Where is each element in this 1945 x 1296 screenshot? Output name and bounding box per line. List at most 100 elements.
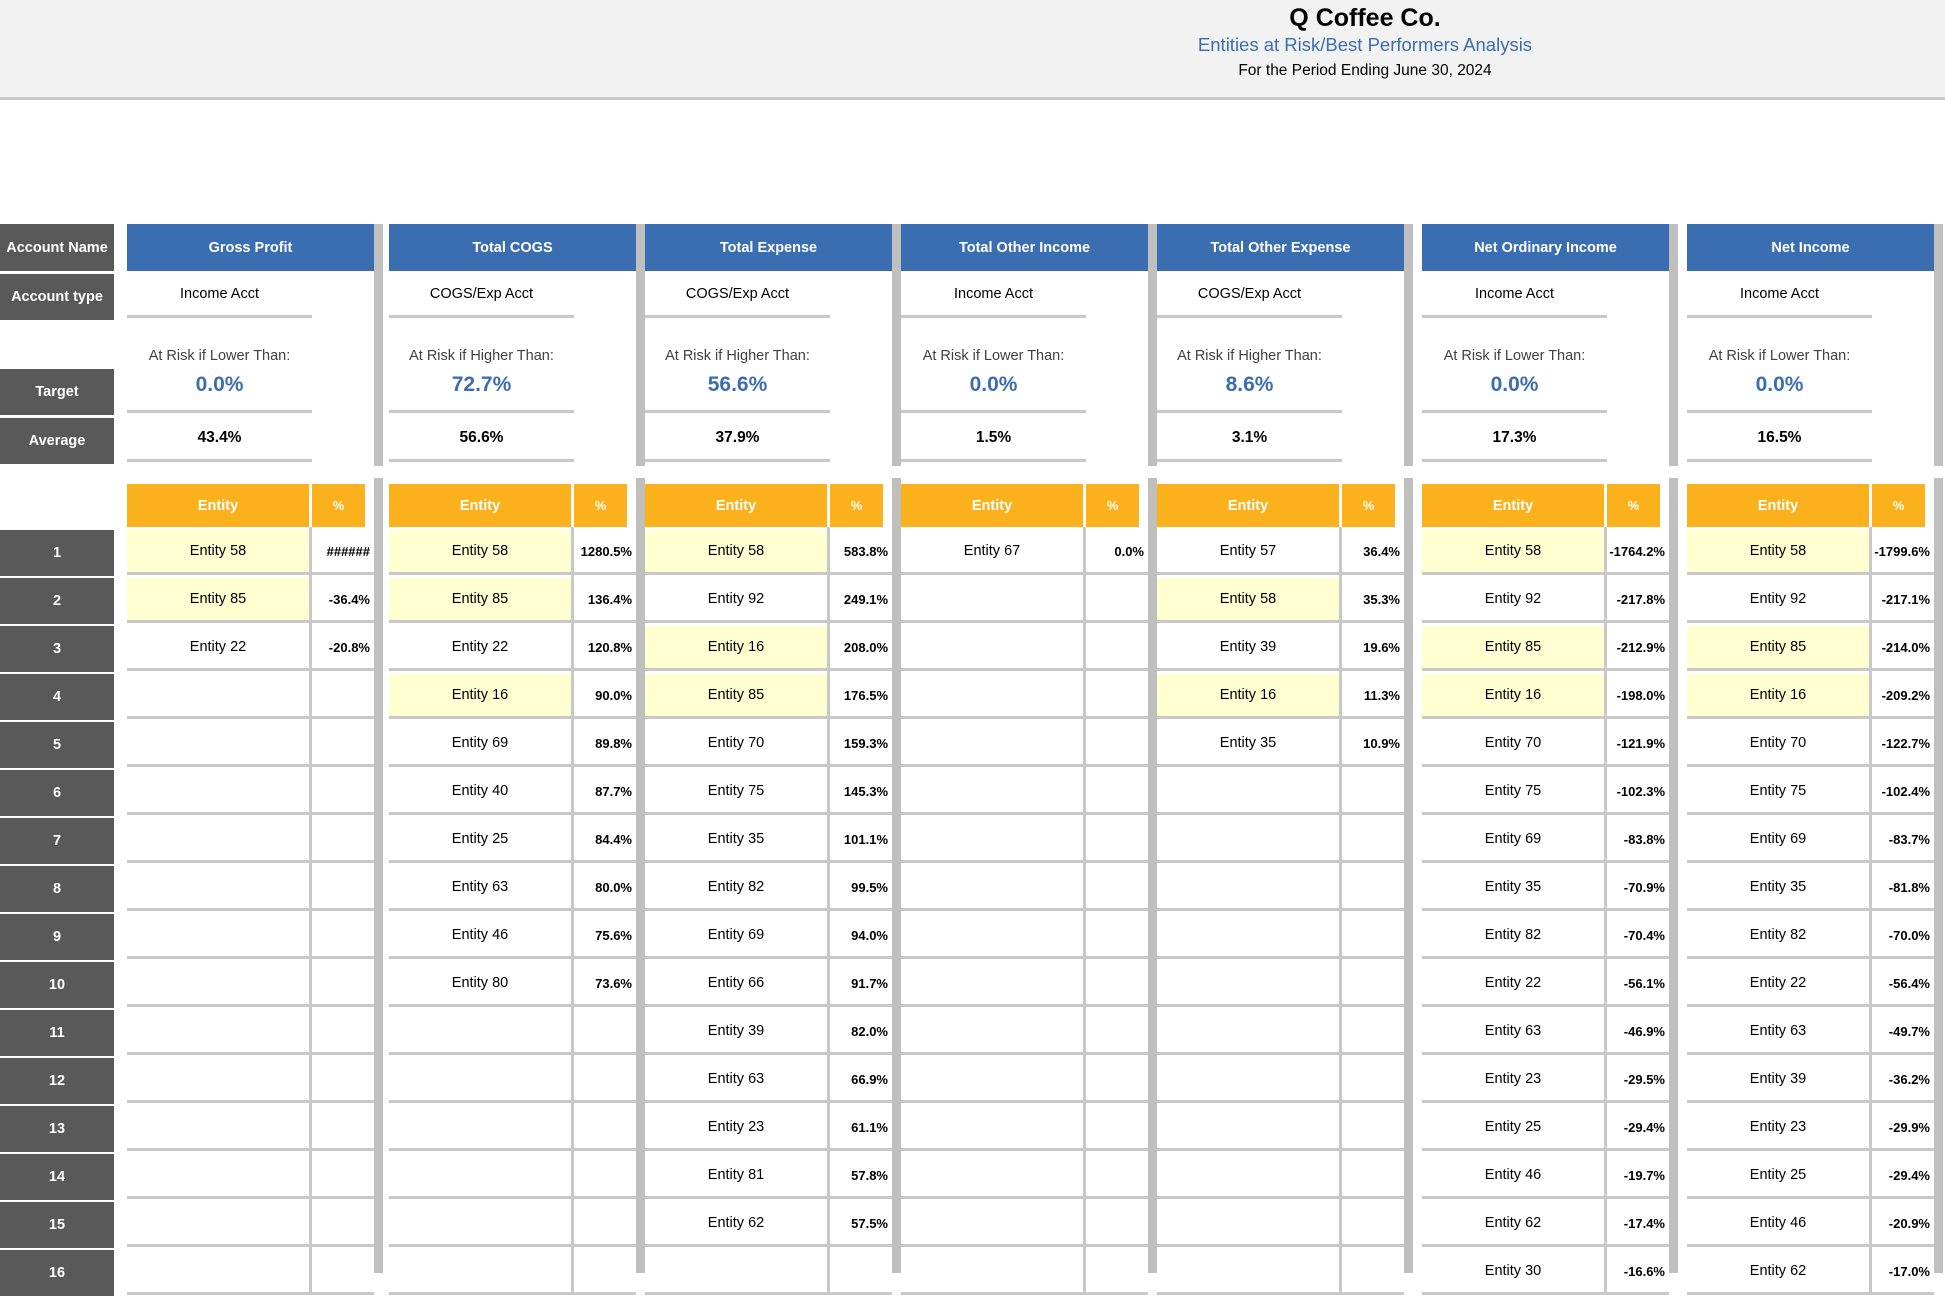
entity-cell-empty[interactable] [1157, 1010, 1339, 1055]
percent-cell-empty[interactable] [312, 1058, 374, 1103]
entity-cell[interactable]: Entity 58 [1157, 578, 1339, 623]
percent-cell-empty[interactable] [1086, 866, 1148, 911]
row-number[interactable]: 1 [0, 530, 114, 576]
entity-cell[interactable]: Entity 62 [645, 1202, 827, 1247]
account-name-cell[interactable]: Net Ordinary Income [1422, 224, 1669, 271]
entity-cell[interactable]: Entity 85 [1687, 626, 1869, 671]
row-number[interactable]: 12 [0, 1058, 114, 1104]
percent-cell-empty[interactable] [312, 866, 374, 911]
percent-cell[interactable]: 75.6% [574, 914, 636, 959]
percent-cell[interactable]: 99.5% [830, 866, 892, 911]
average-value[interactable]: 17.3% [1422, 417, 1607, 462]
entity-cell-empty[interactable] [1157, 1154, 1339, 1199]
percent-cell[interactable]: -122.7% [1872, 722, 1934, 767]
entity-cell[interactable]: Entity 67 [901, 530, 1083, 575]
entity-cell-empty[interactable] [901, 1010, 1083, 1055]
percent-cell[interactable]: -20.8% [312, 626, 374, 671]
entity-cell[interactable]: Entity 69 [1422, 818, 1604, 863]
entity-cell[interactable]: Entity 81 [645, 1154, 827, 1199]
percent-cell[interactable]: 80.0% [574, 866, 636, 911]
entity-cell[interactable]: Entity 92 [1422, 578, 1604, 623]
account-type-cell[interactable]: Income Acct [1687, 272, 1872, 318]
entity-cell-empty[interactable] [901, 674, 1083, 719]
percent-cell-empty[interactable] [312, 722, 374, 767]
percent-cell-empty[interactable] [1086, 578, 1148, 623]
percent-cell-empty[interactable] [1086, 626, 1148, 671]
percent-cell-empty[interactable] [1086, 1058, 1148, 1103]
account-name-cell[interactable]: Total COGS [389, 224, 636, 271]
entity-header[interactable]: Entity [901, 484, 1083, 527]
entity-cell[interactable]: Entity 25 [1687, 1154, 1869, 1199]
account-type-cell[interactable]: COGS/Exp Acct [645, 272, 830, 318]
account-name-cell[interactable]: Net Income [1687, 224, 1934, 271]
entity-cell-empty[interactable] [901, 818, 1083, 863]
row-number[interactable]: 10 [0, 962, 114, 1008]
entity-cell[interactable]: Entity 92 [1687, 578, 1869, 623]
percent-cell-empty[interactable] [1342, 866, 1404, 911]
percent-cell[interactable]: -70.0% [1872, 914, 1934, 959]
entity-cell[interactable]: Entity 63 [1422, 1010, 1604, 1055]
percent-cell[interactable]: 91.7% [830, 962, 892, 1007]
percent-cell[interactable]: 120.8% [574, 626, 636, 671]
percent-cell[interactable]: 583.8% [830, 530, 892, 575]
entity-cell[interactable]: Entity 75 [1687, 770, 1869, 815]
percent-cell-empty[interactable] [312, 914, 374, 959]
percent-header[interactable]: % [830, 484, 883, 527]
percent-cell[interactable]: -83.7% [1872, 818, 1934, 863]
percent-cell-empty[interactable] [1086, 914, 1148, 959]
percent-cell[interactable]: -81.8% [1872, 866, 1934, 911]
percent-cell[interactable]: 61.1% [830, 1106, 892, 1151]
entity-cell[interactable]: Entity 85 [1422, 626, 1604, 671]
entity-cell[interactable]: Entity 16 [1422, 674, 1604, 719]
entity-cell[interactable]: Entity 70 [645, 722, 827, 767]
entity-cell[interactable]: Entity 82 [1687, 914, 1869, 959]
row-number[interactable]: 6 [0, 770, 114, 816]
percent-cell[interactable]: -102.3% [1607, 770, 1669, 815]
entity-cell-empty[interactable] [1157, 1058, 1339, 1103]
percent-cell[interactable]: -214.0% [1872, 626, 1934, 671]
target-value[interactable]: 8.6% [1157, 368, 1342, 413]
entity-cell[interactable]: Entity 58 [127, 530, 309, 575]
percent-cell[interactable]: -212.9% [1607, 626, 1669, 671]
percent-cell[interactable]: -198.0% [1607, 674, 1669, 719]
percent-cell-empty[interactable] [1342, 1202, 1404, 1247]
entity-cell-empty[interactable] [127, 722, 309, 767]
entity-cell[interactable]: Entity 46 [389, 914, 571, 959]
percent-cell[interactable]: 57.5% [830, 1202, 892, 1247]
entity-cell[interactable]: Entity 46 [1687, 1202, 1869, 1247]
percent-header[interactable]: % [1872, 484, 1925, 527]
percent-cell-empty[interactable] [1086, 1202, 1148, 1247]
entity-cell-empty[interactable] [901, 914, 1083, 959]
average-value[interactable]: 3.1% [1157, 417, 1342, 462]
entity-cell[interactable]: Entity 70 [1422, 722, 1604, 767]
entity-cell[interactable]: Entity 69 [1687, 818, 1869, 863]
percent-cell[interactable]: -36.4% [312, 578, 374, 623]
percent-cell-empty[interactable] [312, 674, 374, 719]
entity-header[interactable]: Entity [645, 484, 827, 527]
account-type-cell[interactable]: Income Acct [127, 272, 312, 318]
average-value[interactable]: 16.5% [1687, 417, 1872, 462]
entity-cell[interactable]: Entity 58 [389, 530, 571, 575]
average-value[interactable]: 43.4% [127, 417, 312, 462]
percent-cell-empty[interactable] [312, 1010, 374, 1055]
entity-cell-empty[interactable] [1157, 1202, 1339, 1247]
entity-cell[interactable]: Entity 66 [645, 962, 827, 1007]
entity-cell[interactable]: Entity 22 [1422, 962, 1604, 1007]
percent-cell[interactable]: 73.6% [574, 962, 636, 1007]
entity-cell[interactable]: Entity 85 [127, 578, 309, 623]
entity-cell[interactable]: Entity 69 [389, 722, 571, 767]
entity-cell[interactable]: Entity 63 [645, 1058, 827, 1103]
account-type-cell[interactable]: Income Acct [901, 272, 1086, 318]
percent-cell[interactable]: 36.4% [1342, 530, 1404, 575]
percent-cell-empty[interactable] [1086, 770, 1148, 815]
percent-cell-empty[interactable] [1086, 1154, 1148, 1199]
entity-cell[interactable]: Entity 85 [645, 674, 827, 719]
percent-cell[interactable]: 94.0% [830, 914, 892, 959]
entity-cell-empty[interactable] [901, 722, 1083, 767]
percent-cell-empty[interactable] [1086, 818, 1148, 863]
entity-cell-empty[interactable] [389, 1010, 571, 1055]
account-name-cell[interactable]: Gross Profit [127, 224, 374, 271]
percent-cell-empty[interactable] [312, 1106, 374, 1151]
percent-cell-empty[interactable] [1342, 770, 1404, 815]
entity-cell[interactable]: Entity 40 [389, 770, 571, 815]
